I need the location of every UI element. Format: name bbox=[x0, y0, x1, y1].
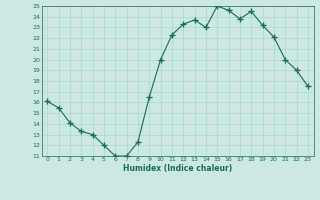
X-axis label: Humidex (Indice chaleur): Humidex (Indice chaleur) bbox=[123, 164, 232, 173]
